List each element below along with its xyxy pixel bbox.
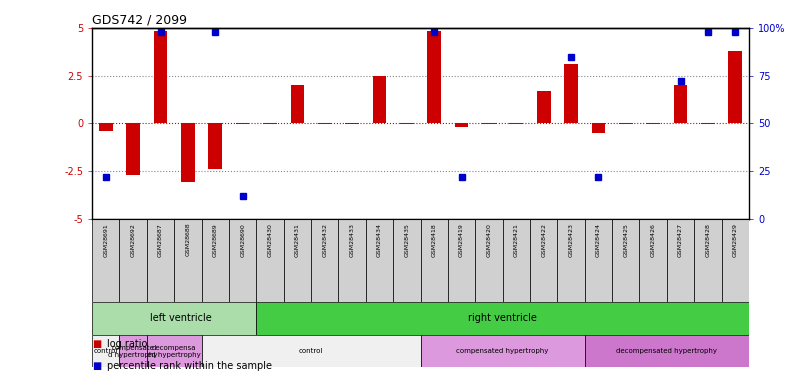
Text: GSM28422: GSM28422 [541, 223, 546, 257]
Text: ■: ■ [92, 361, 102, 371]
Text: GSM28421: GSM28421 [513, 223, 519, 257]
Bar [393, 219, 421, 302]
Bar [229, 219, 256, 302]
Text: percentile rank within the sample: percentile rank within the sample [107, 361, 272, 371]
Text: control: control [299, 348, 324, 354]
Bar [666, 219, 694, 302]
Text: GSM28418: GSM28418 [432, 223, 437, 256]
Bar [345, 123, 359, 124]
Bar [503, 219, 530, 302]
Text: GSM28423: GSM28423 [569, 223, 574, 257]
Text: GSM28429: GSM28429 [733, 223, 738, 257]
Bar [284, 219, 311, 302]
Bar [564, 64, 578, 123]
Text: GSM28691: GSM28691 [103, 223, 108, 256]
Text: GSM28426: GSM28426 [650, 223, 656, 257]
Bar [619, 123, 633, 124]
Bar [119, 219, 147, 302]
Bar [208, 123, 222, 169]
Bar [475, 219, 503, 302]
Text: GSM28419: GSM28419 [459, 223, 464, 257]
Bar [154, 31, 167, 123]
Bar [646, 123, 660, 124]
Bar [557, 219, 585, 302]
Text: GSM28427: GSM28427 [678, 223, 683, 257]
Bar [181, 123, 195, 183]
Text: GSM28424: GSM28424 [596, 223, 601, 257]
Bar [311, 219, 339, 302]
Bar [175, 219, 202, 302]
Bar [291, 85, 304, 123]
Bar [256, 302, 749, 335]
Text: GSM28420: GSM28420 [486, 223, 492, 257]
Bar [482, 123, 496, 124]
Text: decompensa
ed hypertrophy: decompensa ed hypertrophy [147, 345, 201, 358]
Bar [694, 219, 722, 302]
Text: log ratio: log ratio [107, 339, 147, 349]
Bar [421, 335, 585, 368]
Bar [235, 123, 249, 124]
Text: GSM28690: GSM28690 [240, 223, 245, 256]
Text: GSM28435: GSM28435 [405, 223, 409, 257]
Text: GSM28430: GSM28430 [268, 223, 272, 257]
Bar [400, 123, 413, 124]
Text: compensated hypertrophy: compensated hypertrophy [457, 348, 549, 354]
Text: control: control [94, 348, 118, 354]
Bar [722, 219, 749, 302]
Bar [147, 219, 175, 302]
Text: GDS742 / 2099: GDS742 / 2099 [92, 14, 187, 27]
Bar [448, 219, 475, 302]
Text: decompensated hypertrophy: decompensated hypertrophy [616, 348, 718, 354]
Text: left ventricle: left ventricle [150, 314, 212, 323]
Text: GSM28428: GSM28428 [706, 223, 710, 257]
Bar [92, 302, 256, 335]
Bar [339, 219, 366, 302]
Text: right ventricle: right ventricle [469, 314, 537, 323]
Text: GSM28425: GSM28425 [623, 223, 628, 257]
Bar [99, 123, 113, 131]
Bar [428, 31, 441, 123]
Bar [530, 219, 557, 302]
Bar [202, 219, 229, 302]
Text: compensate
d hypertrophy: compensate d hypertrophy [108, 345, 158, 358]
Text: GSM28692: GSM28692 [131, 223, 135, 257]
Bar [318, 123, 332, 124]
Text: GSM28688: GSM28688 [185, 223, 191, 256]
Bar [455, 123, 469, 127]
Bar [585, 219, 612, 302]
Bar [264, 123, 277, 124]
Bar [509, 123, 523, 124]
Bar [147, 335, 202, 368]
Text: GSM28432: GSM28432 [322, 223, 328, 257]
Bar [612, 219, 639, 302]
Bar [421, 219, 448, 302]
Bar [585, 335, 749, 368]
Text: ■: ■ [92, 339, 102, 349]
Text: GSM28689: GSM28689 [213, 223, 218, 256]
Bar [366, 219, 393, 302]
Bar [256, 219, 284, 302]
Bar [127, 123, 140, 175]
Text: GSM28687: GSM28687 [158, 223, 163, 256]
Bar [674, 85, 687, 123]
Bar [372, 76, 386, 123]
Bar [92, 219, 119, 302]
Text: GSM28434: GSM28434 [377, 223, 382, 257]
Text: GSM28433: GSM28433 [349, 223, 355, 257]
Bar [119, 335, 147, 368]
Bar [639, 219, 666, 302]
Bar [537, 91, 550, 123]
Bar [728, 51, 742, 123]
Bar [592, 123, 606, 133]
Bar [92, 335, 119, 368]
Bar [701, 123, 714, 124]
Bar [202, 335, 421, 368]
Text: GSM28431: GSM28431 [295, 223, 300, 257]
